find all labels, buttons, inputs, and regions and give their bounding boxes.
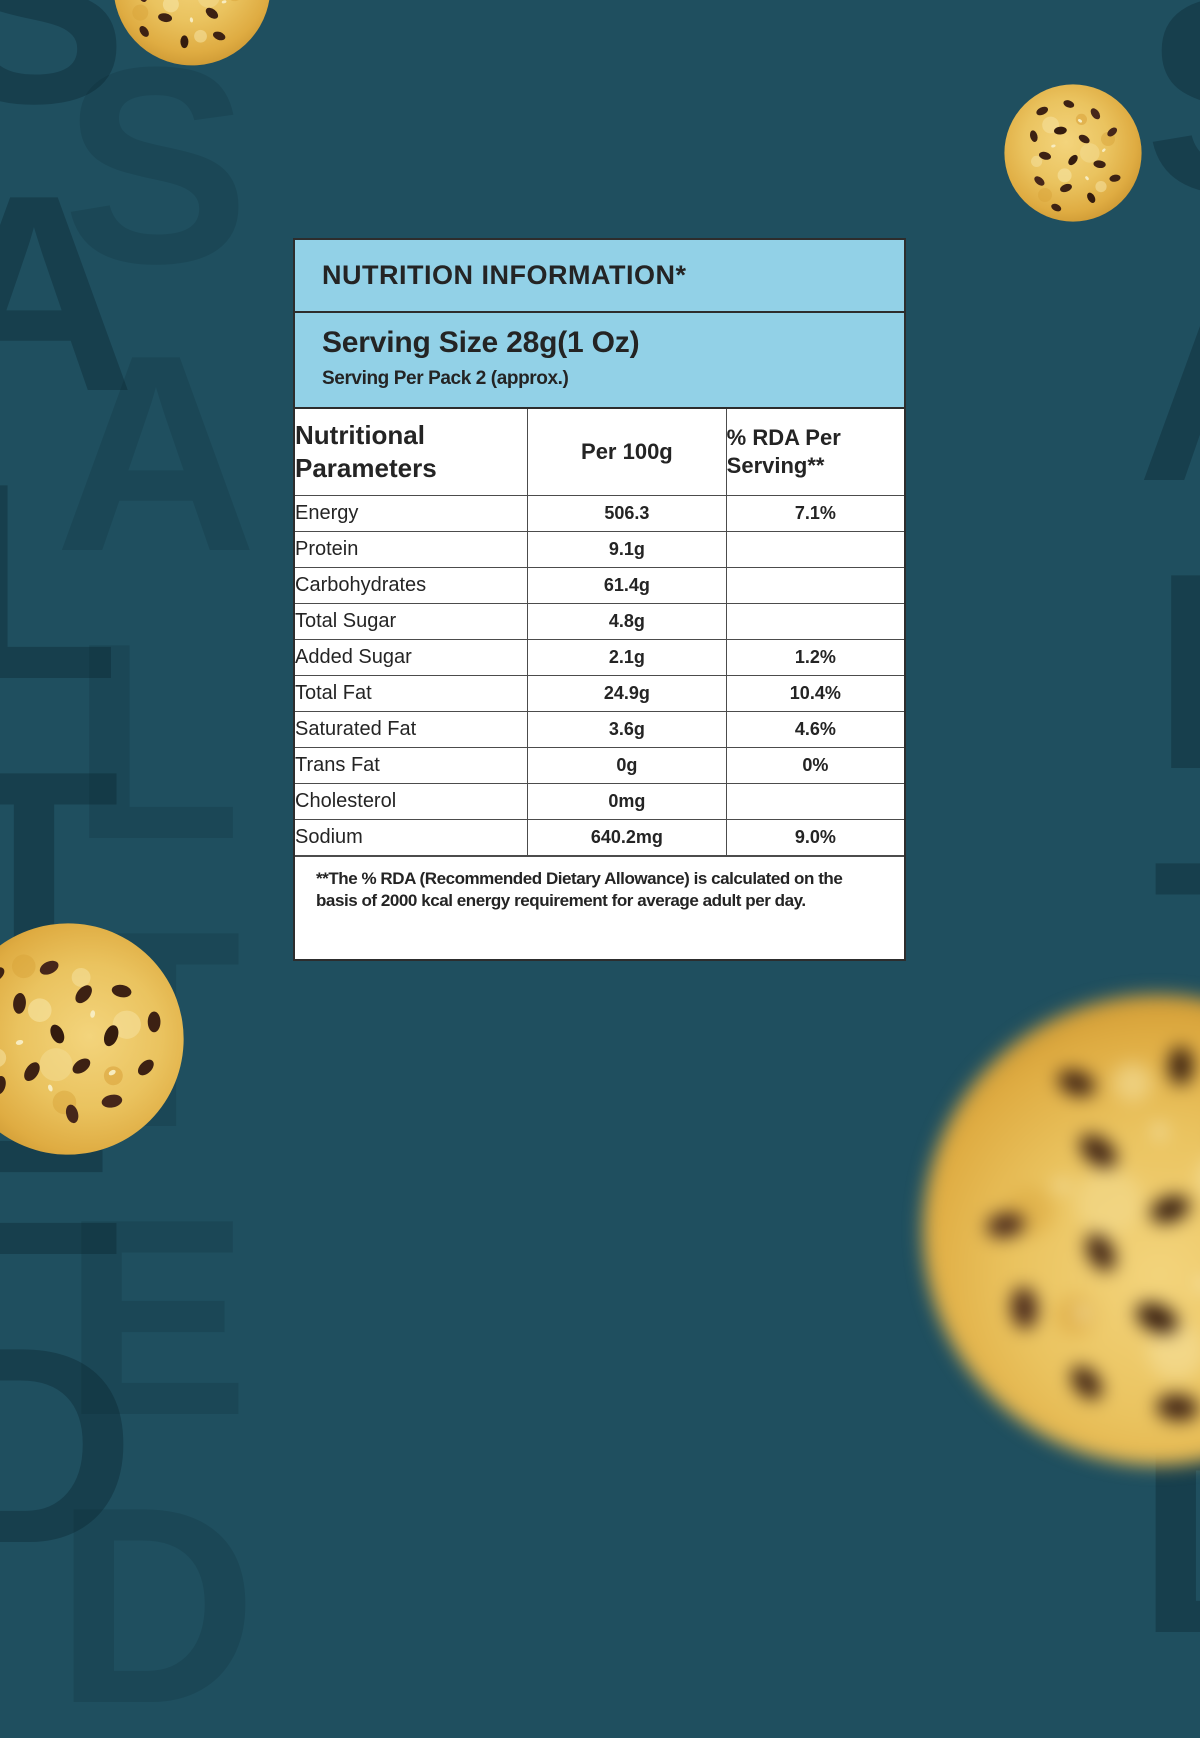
per-100g-cell: 0mg bbox=[527, 782, 727, 820]
table-row: Saturated Fat 3.6g 4.6% bbox=[295, 710, 904, 748]
rda-cell: 7.1% bbox=[725, 494, 904, 532]
rda-cell: 9.0% bbox=[725, 818, 904, 856]
panel-title-bar: NUTRITION INFORMATION* bbox=[295, 240, 904, 313]
panel-title: NUTRITION INFORMATION* bbox=[322, 260, 687, 290]
parameter-cell: Trans Fat bbox=[295, 746, 529, 784]
table-row: Energy 506.3 7.1% bbox=[295, 494, 904, 532]
per-100g-cell: 0g bbox=[527, 746, 727, 784]
rda-cell bbox=[725, 782, 904, 820]
table-row: Cholesterol 0mg bbox=[295, 782, 904, 820]
parameter-cell: Total Sugar bbox=[295, 602, 529, 640]
nutrition-table: Nutritional Parameters Per 100g % RDA Pe… bbox=[295, 409, 904, 856]
per-100g-cell: 24.9g bbox=[527, 674, 727, 712]
rda-cell: 4.6% bbox=[725, 710, 904, 748]
per-100g-cell: 61.4g bbox=[527, 566, 727, 604]
rda-cell: 0% bbox=[725, 746, 904, 784]
cracker-image-bottom-right bbox=[918, 990, 1200, 1470]
serving-per-pack: Serving Per Pack 2 (approx.) bbox=[322, 368, 569, 389]
per-100g-cell: 506.3 bbox=[527, 494, 727, 532]
table-row: Total Sugar 4.8g bbox=[295, 602, 904, 640]
col-header-rda: % RDA Per Serving** bbox=[725, 409, 904, 496]
table-header-row: Nutritional Parameters Per 100g % RDA Pe… bbox=[295, 409, 904, 496]
table-row: Carbohydrates 61.4g bbox=[295, 566, 904, 604]
parameter-cell: Sodium bbox=[295, 818, 529, 856]
table-row: Added Sugar 2.1g 1.2% bbox=[295, 638, 904, 676]
per-100g-cell: 3.6g bbox=[527, 710, 727, 748]
parameter-cell: Carbohydrates bbox=[295, 566, 529, 604]
per-100g-cell: 2.1g bbox=[527, 638, 727, 676]
col-header-per-100g: Per 100g bbox=[527, 409, 727, 496]
parameter-cell: Total Fat bbox=[295, 674, 529, 712]
per-100g-cell: 640.2mg bbox=[527, 818, 727, 856]
nutrition-panel: NUTRITION INFORMATION* Serving Size 28g(… bbox=[293, 238, 906, 961]
rda-cell bbox=[725, 530, 904, 568]
rda-cell bbox=[725, 602, 904, 640]
cracker-image-top-right bbox=[1004, 84, 1142, 222]
table-row: Sodium 640.2mg 9.0% bbox=[295, 818, 904, 856]
rda-footnote: **The % RDA (Recommended Dietary Allowan… bbox=[295, 855, 904, 960]
parameter-cell: Added Sugar bbox=[295, 638, 529, 676]
per-100g-cell: 9.1g bbox=[527, 530, 727, 568]
cracker-image-bottom-left bbox=[0, 921, 186, 1157]
serving-info-bar: Serving Size 28g(1 Oz) Serving Per Pack … bbox=[295, 313, 904, 409]
per-100g-cell: 4.8g bbox=[527, 602, 727, 640]
rda-cell: 10.4% bbox=[725, 674, 904, 712]
parameter-cell: Saturated Fat bbox=[295, 710, 529, 748]
watermark-text-inner: SALTED bbox=[0, 10, 312, 1738]
parameter-cell: Cholesterol bbox=[295, 782, 529, 820]
parameter-cell: Protein bbox=[295, 530, 529, 568]
table-row: Trans Fat 0g 0% bbox=[295, 746, 904, 784]
serving-size: Serving Size 28g(1 Oz) bbox=[322, 326, 640, 359]
table-row: Protein 9.1g bbox=[295, 530, 904, 568]
rda-cell bbox=[725, 566, 904, 604]
cracker-image-top-left bbox=[112, 0, 272, 67]
rda-cell: 1.2% bbox=[725, 638, 904, 676]
col-header-parameters: Nutritional Parameters bbox=[295, 409, 529, 496]
table-row: Total Fat 24.9g 10.4% bbox=[295, 674, 904, 712]
parameter-cell: Energy bbox=[295, 494, 529, 532]
